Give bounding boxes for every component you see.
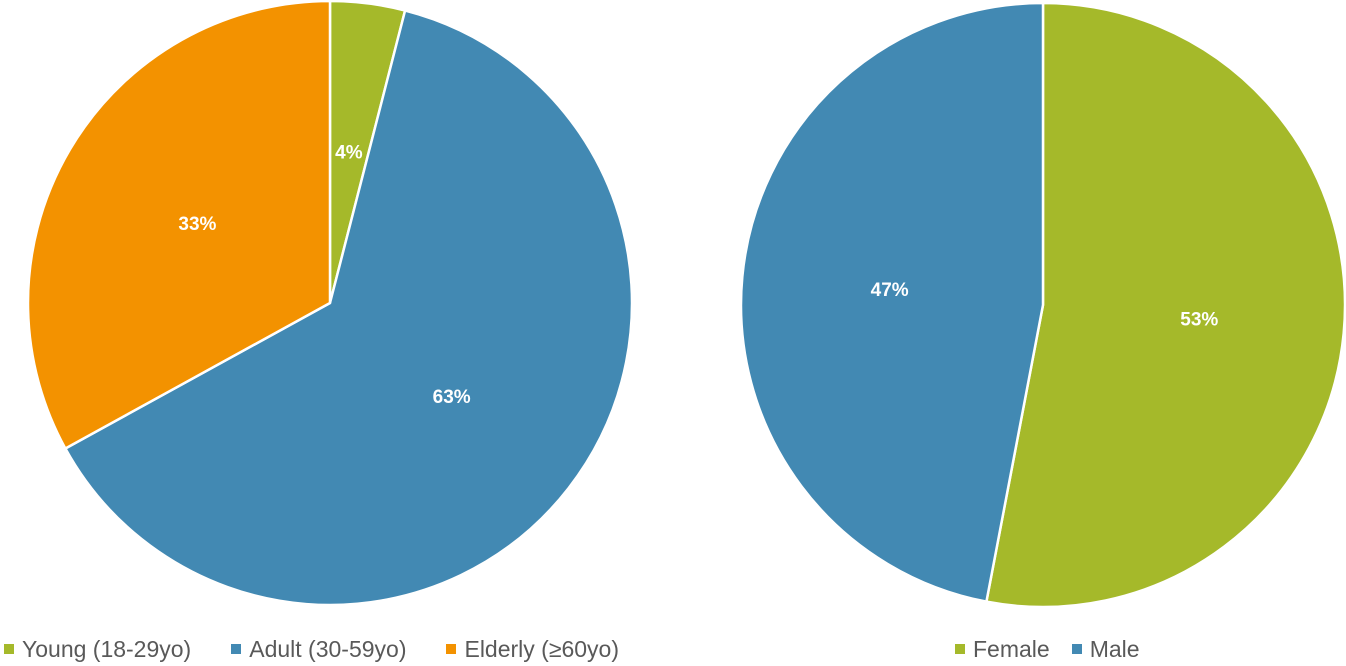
- legend-swatch-adult: [231, 644, 242, 654]
- sex-pie: 53% 47%: [739, 1, 1346, 609]
- legend-label-male: Male: [1089, 635, 1140, 662]
- data-label-elderly: 33%: [178, 214, 216, 235]
- pie-slice-male: [739, 1, 1045, 603]
- legend-label-elderly: Elderly (≥60yo): [464, 635, 619, 662]
- age-group-pie: 4% 63% 33%: [26, 0, 634, 607]
- legend-item-young: Young (18-29yo): [4, 636, 191, 663]
- legend-item-adult: Adult (30-59yo): [231, 636, 406, 663]
- age-group-legend: Young (18-29yo) Adult (30-59yo) Elderly …: [4, 632, 619, 666]
- pie-slice-adult: [64, 9, 634, 607]
- sex-legend: Female Male: [955, 632, 1140, 666]
- legend-swatch-female: [955, 644, 965, 654]
- legend-item-elderly: Elderly (≥60yo): [446, 636, 619, 663]
- data-label-female: 53%: [1180, 309, 1218, 330]
- legend-label-young: Young (18-29yo): [22, 635, 192, 662]
- legend-label-female: Female: [973, 635, 1050, 662]
- legend-label-adult: Adult (30-59yo): [249, 635, 407, 662]
- data-label-male: 47%: [871, 280, 909, 301]
- legend-swatch-elderly: [446, 644, 457, 654]
- legend-item-female: Female: [955, 636, 1050, 663]
- legend-item-male: Male: [1071, 635, 1140, 663]
- legend-swatch-male: [1071, 644, 1082, 654]
- data-label-adult: 63%: [433, 387, 471, 408]
- data-label-young: 4%: [335, 143, 363, 164]
- legend-swatch-young: [4, 644, 14, 654]
- pie-slice-female: [985, 1, 1346, 609]
- pie-slice-elderly: [26, 0, 332, 450]
